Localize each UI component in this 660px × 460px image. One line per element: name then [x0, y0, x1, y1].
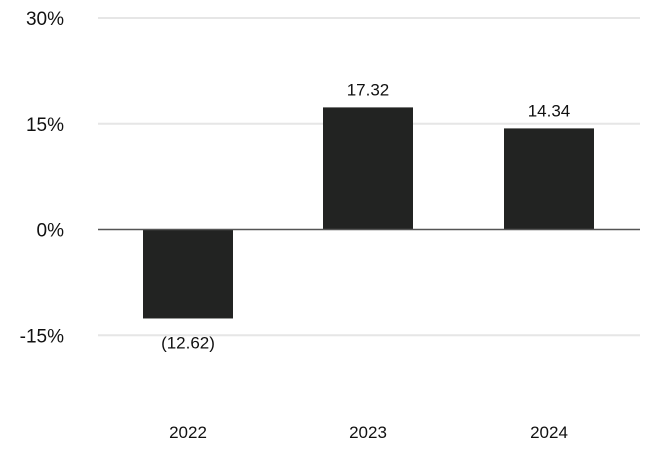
y-axis-ticks: 30% 15% 0% -15% — [20, 9, 64, 347]
y-tick-label: 15% — [26, 115, 64, 136]
y-tick-label: 0% — [37, 221, 65, 242]
data-label-2022: (12.62) — [161, 333, 215, 352]
bar-2023 — [323, 107, 413, 230]
x-category-label: 2023 — [349, 423, 387, 442]
data-labels: (12.62) 17.32 14.34 — [161, 80, 570, 352]
data-label-2024: 14.34 — [528, 101, 571, 120]
x-category-label: 2024 — [530, 423, 568, 442]
bar-2022 — [143, 229, 233, 319]
data-label-2023: 17.32 — [347, 80, 390, 99]
x-axis-categories: 2022 2023 2024 — [169, 423, 568, 442]
y-tick-label: -15% — [20, 326, 64, 347]
bars — [143, 107, 594, 319]
y-tick-label: 30% — [26, 9, 64, 30]
x-category-label: 2022 — [169, 423, 207, 442]
bar-2024 — [504, 128, 594, 230]
